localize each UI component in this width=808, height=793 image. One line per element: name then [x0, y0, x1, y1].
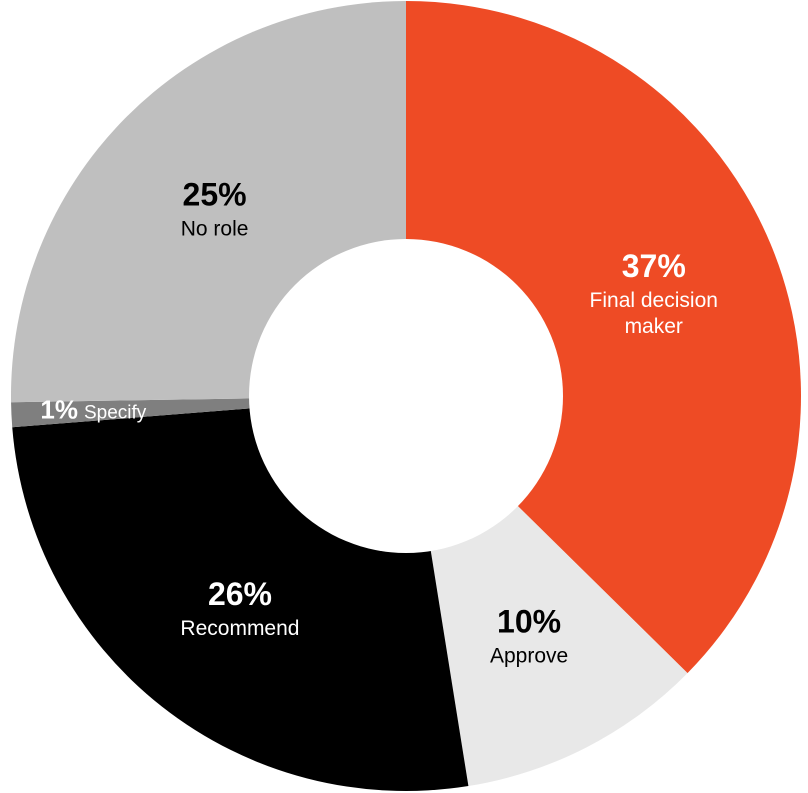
slice-final-decision-maker [406, 1, 801, 674]
value-label-approve: 10% [497, 604, 561, 640]
value-label-specify: 1% [40, 395, 78, 425]
category-label-specify: Specify [84, 403, 147, 424]
category-label-recommend: Recommend [180, 617, 299, 640]
category-label-final-decision-maker-line-1: Final decision [590, 289, 718, 312]
label-specify: 1% Specify [40, 395, 146, 425]
category-label-no-role: No role [181, 218, 249, 241]
value-label-final-decision-maker: 37% [622, 248, 686, 284]
value-label-recommend: 26% [208, 576, 272, 612]
value-label-no-role: 25% [183, 177, 247, 213]
donut-labels: 37% Final decision maker 10% Approve 26% Recom… [40, 177, 718, 668]
category-label-approve: Approve [490, 645, 568, 668]
donut-hole [249, 239, 563, 553]
category-label-final-decision-maker-line-2: maker [625, 315, 683, 338]
